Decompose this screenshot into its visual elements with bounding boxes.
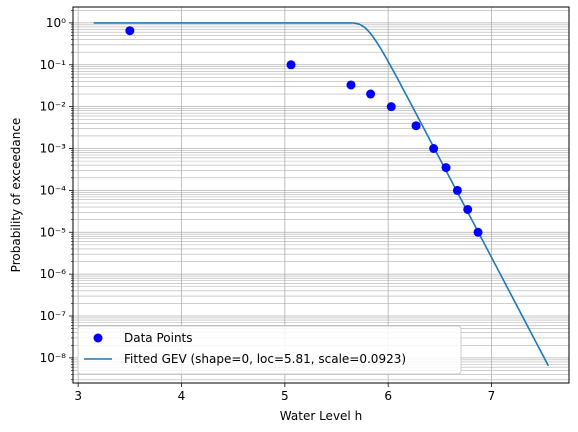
data-point [441, 163, 451, 173]
data-point [346, 80, 356, 90]
y-tick-label: 10⁻⁸ [40, 351, 67, 365]
data-point [286, 60, 296, 70]
data-point [463, 204, 473, 214]
y-tick-label: 10⁻⁵ [40, 225, 67, 239]
fitted-gev-line [93, 22, 550, 367]
data-point [366, 89, 376, 99]
y-tick-label: 10⁻⁷ [40, 309, 67, 323]
y-tick-label: 10⁻³ [40, 142, 67, 156]
legend: Data Points Fitted GEV (shape=0, loc=5.8… [77, 325, 462, 375]
x-tick-label: 3 [74, 389, 82, 403]
y-tick-label: 10⁻⁶ [40, 267, 67, 281]
data-point [125, 26, 135, 36]
y-axis-label: Probability of exceedance [9, 118, 23, 273]
x-tick-label: 4 [178, 389, 186, 403]
plot-frame [72, 6, 570, 384]
data-point [386, 102, 396, 112]
x-tick-label: 6 [384, 389, 392, 403]
x-axis-label: Water Level h [280, 409, 362, 423]
legend-box [77, 325, 462, 375]
y-tick-label: 10⁰ [46, 16, 66, 30]
data-point [429, 144, 439, 154]
y-tick-label: 10⁻⁴ [40, 183, 67, 197]
x-tick-label: 5 [281, 389, 289, 403]
y-tick-label: 10⁻² [40, 100, 67, 114]
legend-entry-fitted-gev: Fitted GEV (shape=0, loc=5.81, scale=0.0… [124, 352, 406, 366]
data-point [452, 185, 462, 195]
data-points-series [125, 26, 483, 237]
y-tick-label: 10⁻¹ [40, 58, 67, 72]
fitted-gev-series [93, 22, 550, 367]
legend-entry-data-points: Data Points [124, 331, 193, 345]
legend-marker-data-points [93, 333, 103, 343]
y-axis: 10⁰ 10⁻¹ 10⁻² 10⁻³ 10⁻⁴ 10⁻⁵ 10⁻⁶ 10⁻⁷ 10⁻⁸ [40, 10, 73, 381]
data-point [411, 121, 421, 131]
x-axis: 3 4 5 6 7 [74, 383, 495, 403]
x-tick-label: 7 [488, 389, 496, 403]
data-point [473, 227, 483, 237]
